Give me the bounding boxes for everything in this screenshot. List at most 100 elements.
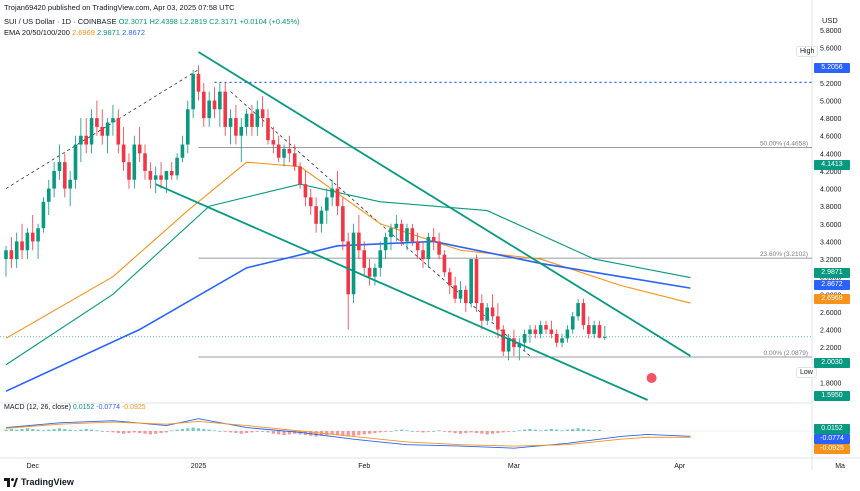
macd-legend[interactable]: MACD (12, 26, close) 0.0152 -0.0774 -0.0… <box>4 404 146 411</box>
symbol-label[interactable]: SUI / US Dollar · 1D · COINBASE <box>4 17 117 26</box>
macd-histogram-bar <box>170 430 174 432</box>
candle-body <box>116 118 121 145</box>
macd-histogram-bar <box>373 431 377 434</box>
publisher-line: Trojan69420 published on TradingView.com… <box>4 3 235 12</box>
macd-histogram-bar <box>143 431 147 434</box>
candle-body <box>581 303 586 326</box>
macd-histogram-bar <box>335 431 340 436</box>
candle-body <box>603 336 607 338</box>
x-tick-label: Ma <box>835 463 845 470</box>
tradingview-logo[interactable]: TradingView <box>4 477 74 487</box>
badge-high-line: 5.2056 <box>814 63 850 73</box>
symbol-ohlc-line: SUI / US Dollar · 1D · COINBASE O2.3071 … <box>4 17 300 26</box>
candle-body <box>335 188 340 207</box>
y-tick-label: 1.8000 <box>820 380 842 387</box>
candle-body <box>9 250 14 260</box>
ohlc-open: O2.3071 <box>118 17 148 26</box>
fib-level-label: 23.60% (3.2102) <box>760 251 808 258</box>
macd-histogram-bar <box>506 431 511 432</box>
candle-body <box>426 237 431 260</box>
macd-histogram-bar <box>517 430 521 432</box>
y-tick-label: 2.2000 <box>820 345 842 352</box>
tradingview-logo-icon <box>4 477 18 487</box>
ema-50-line <box>5 183 691 366</box>
macd-histogram-bar <box>485 431 489 435</box>
candle-body <box>30 232 35 242</box>
candle-body <box>410 228 415 242</box>
y-tick-label: 3.0000 <box>820 275 842 282</box>
badge-ema-100: 2.8672 <box>814 280 850 290</box>
macd-histogram-bar <box>79 429 83 431</box>
candle-body <box>367 267 372 277</box>
candle-body <box>159 175 163 180</box>
y-tick-label: 5.2000 <box>820 81 842 88</box>
candle-body <box>308 197 313 207</box>
fib-level-label: 50.00% (4.4658) <box>760 141 808 148</box>
macd-histogram-bar <box>416 431 420 432</box>
macd-histogram-bar <box>68 429 72 431</box>
x-tick-label: Apr <box>674 463 686 470</box>
badge-ema-50: 2.9871 <box>814 268 850 278</box>
macd-histogram-bar <box>127 431 131 434</box>
candle-body <box>325 197 329 211</box>
y-tick-label: 4.8000 <box>820 116 842 123</box>
macd-histogram-bar <box>105 431 110 432</box>
candle-body <box>464 289 468 304</box>
y-tick-label: 3.8000 <box>820 204 842 211</box>
macd-histogram-bar <box>576 428 580 431</box>
candle-body <box>485 307 489 321</box>
macd-histogram-bar <box>223 431 227 432</box>
candle-body <box>223 91 228 127</box>
macd-histogram-bar <box>31 428 35 431</box>
candle-body <box>544 325 548 330</box>
macd-histogram-bar <box>539 430 543 432</box>
macd-histogram-bar <box>250 431 254 433</box>
candle-body <box>292 153 297 167</box>
y-tick-label: 3.4000 <box>820 239 842 246</box>
candle-body <box>447 272 452 286</box>
candle-body <box>148 170 153 180</box>
macd-histogram-bar <box>196 428 201 431</box>
candle-body <box>496 316 500 330</box>
candle-body <box>442 254 447 273</box>
candle-body <box>180 144 185 158</box>
macd-histogram-bar <box>100 431 104 432</box>
candle-body <box>431 237 436 242</box>
candle-body <box>14 241 19 260</box>
macd-histogram-bar <box>186 428 190 431</box>
y-tick-label: 4.0000 <box>820 187 842 194</box>
macd-histogram-bar <box>464 431 468 434</box>
candle-body <box>341 206 345 242</box>
macd-histogram-bar <box>57 428 62 431</box>
macd-histogram-bar <box>587 429 591 431</box>
macd-histogram-bar <box>448 431 452 433</box>
macd-histogram-bar <box>89 429 94 431</box>
macd-histogram-bar <box>426 431 430 432</box>
macd-histogram-bar <box>266 431 270 433</box>
macd-histogram-bar <box>25 428 29 431</box>
macd-histogram-bar <box>202 428 206 431</box>
macd-histogram-bar <box>367 431 372 434</box>
macd-line <box>5 418 691 449</box>
candle-body <box>79 135 83 145</box>
macd-histogram-bar <box>271 431 275 434</box>
ohlc-high: H2.4398 <box>149 17 178 26</box>
candle-body <box>89 118 94 145</box>
macd-histogram-bar <box>207 429 211 431</box>
candle-body <box>185 109 190 145</box>
macd-histogram-bar <box>212 430 217 432</box>
candle-body <box>517 342 522 348</box>
candle-body <box>191 74 195 110</box>
candle-body <box>565 329 570 339</box>
macd-histogram-bar <box>592 429 596 431</box>
badge-ema-20: 2.6969 <box>814 294 850 304</box>
x-tick-label: Mar <box>508 463 521 470</box>
candle-body <box>95 118 99 127</box>
candle-body <box>357 232 361 251</box>
currency-label: USD <box>822 16 838 25</box>
candle-body <box>490 307 495 317</box>
candle-body <box>458 289 463 299</box>
y-tick-label: 5.0000 <box>820 98 842 105</box>
ema-legend[interactable]: EMA 20/50/100/200 2.6969 2.9871 2.8672 <box>4 28 145 37</box>
